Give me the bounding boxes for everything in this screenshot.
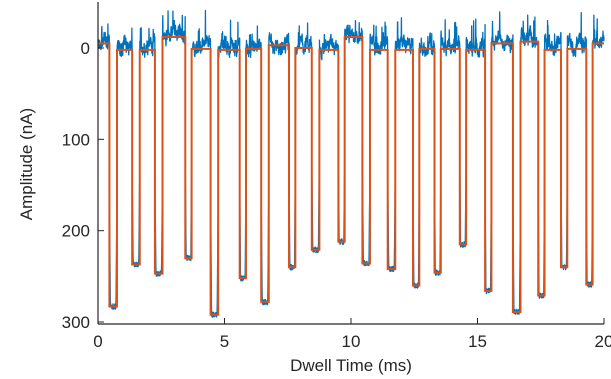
raw-current-trace — [97, 9, 605, 318]
x-tick-label: 15 — [468, 332, 487, 351]
step-fit-trace — [98, 36, 604, 316]
x-tick-label: 5 — [220, 332, 229, 351]
y-tick-label: 100 — [62, 130, 90, 149]
x-tick-label: 20 — [595, 332, 611, 351]
y-tick-label: 300 — [62, 313, 90, 332]
y-tick-label: 0 — [81, 39, 90, 58]
x-axis-label: Dwell Time (ms) — [290, 356, 412, 375]
y-axis-label: Amplitude (nA) — [17, 108, 36, 220]
x-tick-label: 0 — [93, 332, 102, 351]
x-tick-label: 10 — [342, 332, 361, 351]
y-tick-label: 200 — [62, 222, 90, 241]
chart-axes: 0 100 200 300 0 5 10 15 20 — [62, 2, 611, 351]
